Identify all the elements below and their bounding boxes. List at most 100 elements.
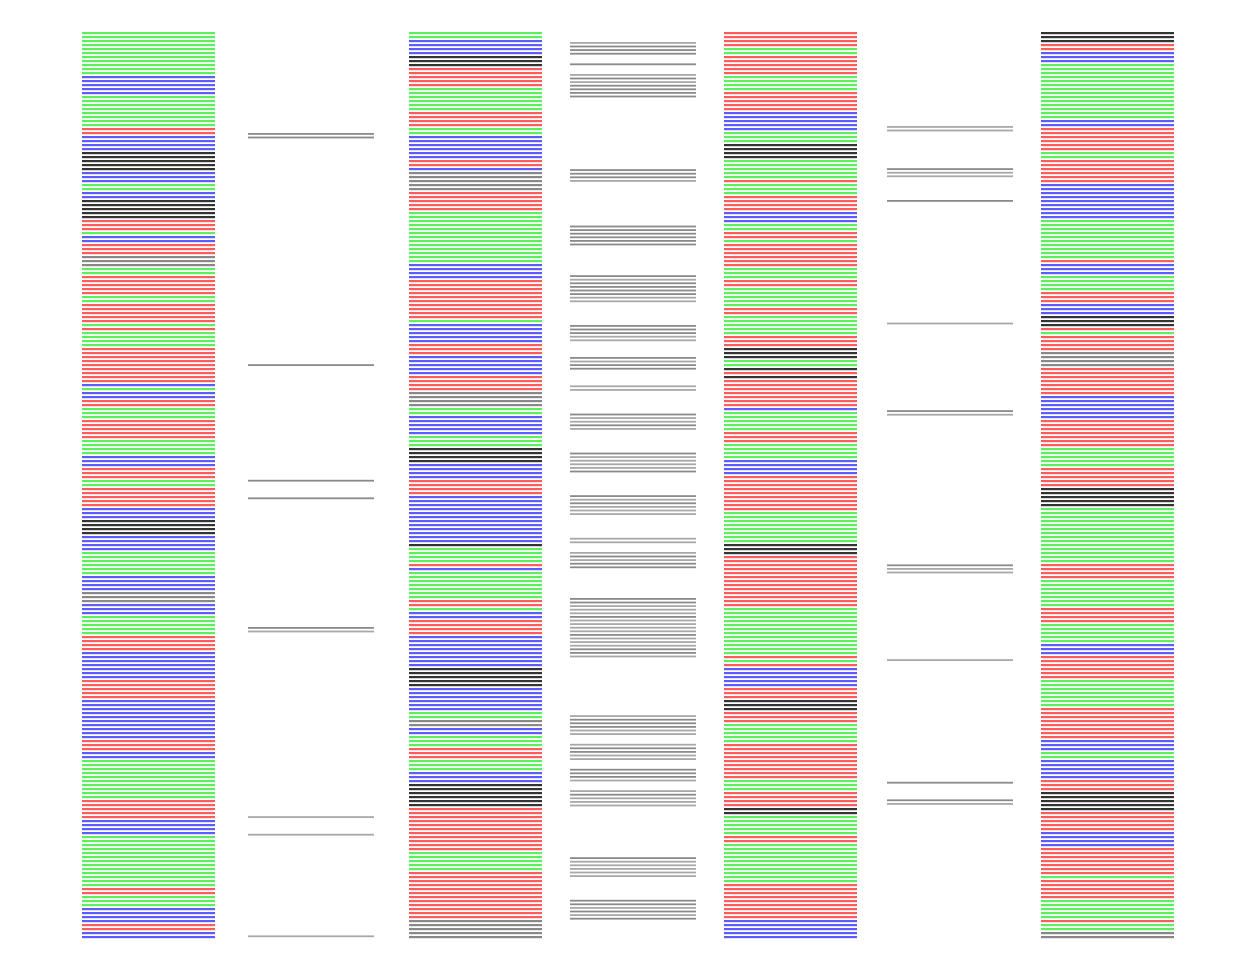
stripe bbox=[409, 336, 542, 339]
stripe bbox=[82, 132, 215, 135]
gray-line bbox=[570, 74, 696, 76]
stripe bbox=[724, 596, 857, 599]
stripe bbox=[82, 780, 215, 783]
gray-line bbox=[570, 470, 696, 473]
stripe bbox=[1041, 400, 1174, 403]
stripe bbox=[82, 40, 215, 43]
stripe bbox=[409, 92, 542, 95]
gray-line bbox=[570, 360, 696, 363]
stripe bbox=[1041, 884, 1174, 887]
stripe bbox=[1041, 624, 1174, 627]
stripe bbox=[724, 376, 857, 379]
stripe bbox=[1041, 144, 1174, 147]
stripe bbox=[724, 652, 857, 655]
stripe bbox=[82, 384, 215, 387]
stripe bbox=[82, 152, 215, 155]
stripe bbox=[1041, 368, 1174, 371]
stripe bbox=[1041, 316, 1174, 319]
stripe bbox=[409, 784, 542, 787]
stripe bbox=[82, 784, 215, 787]
gray-line bbox=[570, 49, 696, 51]
stripe bbox=[82, 844, 215, 847]
stripe bbox=[82, 256, 215, 259]
gray-line bbox=[570, 541, 696, 544]
stripe bbox=[724, 280, 857, 283]
stripe bbox=[409, 416, 542, 419]
stripe bbox=[82, 920, 215, 923]
stripe bbox=[409, 320, 542, 323]
stripe bbox=[409, 852, 542, 855]
stripe bbox=[82, 516, 215, 519]
stripe bbox=[1041, 900, 1174, 903]
stripe bbox=[409, 600, 542, 603]
stripe bbox=[724, 324, 857, 327]
stripe bbox=[409, 244, 542, 247]
gray-line bbox=[248, 364, 374, 366]
stripe bbox=[724, 704, 857, 707]
stripe bbox=[82, 160, 215, 163]
gray-line bbox=[570, 797, 696, 800]
stripe bbox=[724, 200, 857, 203]
stripe bbox=[1041, 160, 1174, 163]
stripe bbox=[724, 388, 857, 391]
stripe bbox=[409, 104, 542, 107]
stripe bbox=[1041, 768, 1174, 771]
gray-line bbox=[570, 495, 696, 497]
stripe bbox=[82, 108, 215, 111]
gray-line bbox=[570, 413, 696, 416]
stripe bbox=[1041, 464, 1174, 467]
stripe bbox=[724, 152, 857, 155]
stripe bbox=[724, 452, 857, 455]
stripe bbox=[82, 792, 215, 795]
stripe bbox=[1041, 44, 1174, 47]
stripe bbox=[1041, 252, 1174, 255]
stripe bbox=[1041, 724, 1174, 727]
stripe bbox=[724, 852, 857, 855]
stripe bbox=[409, 452, 542, 455]
stripe bbox=[82, 392, 215, 395]
gray-line bbox=[887, 803, 1013, 805]
stripe bbox=[1041, 728, 1174, 731]
line-column bbox=[887, 126, 1013, 805]
stripe bbox=[82, 404, 215, 407]
stripe bbox=[1041, 280, 1174, 283]
stripe bbox=[1041, 924, 1174, 927]
stripe bbox=[1041, 552, 1174, 555]
gray-line bbox=[570, 240, 696, 242]
stripe bbox=[82, 908, 215, 911]
stripe bbox=[409, 920, 542, 923]
stripe bbox=[409, 632, 542, 635]
stripe bbox=[82, 420, 215, 423]
stripe bbox=[1041, 528, 1174, 531]
gray-line bbox=[570, 176, 696, 179]
stripe bbox=[82, 692, 215, 695]
stripe bbox=[724, 256, 857, 259]
stripe bbox=[724, 824, 857, 827]
stripe bbox=[724, 672, 857, 675]
stripe bbox=[409, 328, 542, 331]
stripe bbox=[82, 172, 215, 175]
stripe bbox=[1041, 344, 1174, 347]
stripe bbox=[724, 400, 857, 403]
stripe bbox=[1041, 272, 1174, 275]
stripe bbox=[1041, 408, 1174, 411]
stripe bbox=[82, 816, 215, 819]
stripe bbox=[409, 700, 542, 703]
gray-line bbox=[570, 552, 696, 554]
stripe bbox=[1041, 704, 1174, 707]
stripe bbox=[724, 896, 857, 899]
gray-line bbox=[570, 452, 696, 455]
stripe bbox=[1041, 228, 1174, 231]
stripe bbox=[1041, 484, 1174, 487]
stripe bbox=[82, 788, 215, 791]
stripe bbox=[1041, 588, 1174, 591]
stripe bbox=[409, 436, 542, 439]
stripe bbox=[724, 900, 857, 903]
stripe bbox=[82, 648, 215, 651]
stripe bbox=[1041, 912, 1174, 915]
stripe bbox=[724, 740, 857, 743]
gray-line bbox=[570, 339, 696, 342]
stripe bbox=[1041, 96, 1174, 99]
gray-line bbox=[570, 367, 696, 370]
stripe bbox=[82, 712, 215, 715]
